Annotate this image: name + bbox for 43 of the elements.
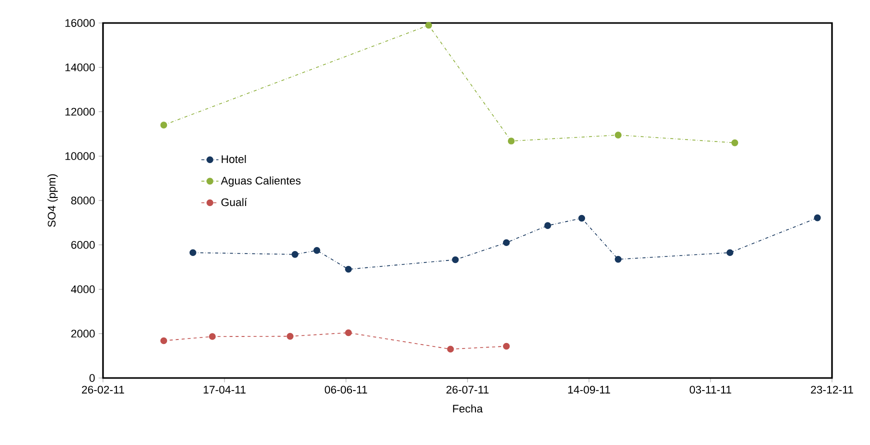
point bbox=[544, 222, 552, 229]
legend-label: Gualí bbox=[221, 198, 248, 206]
x-axis-title: Fecha bbox=[453, 404, 483, 413]
point bbox=[502, 239, 510, 246]
legend-label: Hotel bbox=[222, 155, 246, 164]
point bbox=[313, 247, 320, 254]
x-tick-label: 14-09-11 bbox=[568, 386, 610, 394]
point bbox=[726, 249, 734, 256]
y-tick-label: 8000 bbox=[71, 196, 95, 204]
x-tick-label: 03-11-11 bbox=[690, 386, 732, 394]
x-tick-label: 26-07-11 bbox=[446, 386, 489, 394]
y-tick-label: 0 bbox=[90, 374, 95, 382]
point bbox=[345, 329, 352, 336]
y-tick-label: 16000 bbox=[65, 19, 95, 27]
point bbox=[614, 132, 622, 138]
y-tick-label: 4000 bbox=[70, 285, 95, 294]
x-tick-label: 06-06-11 bbox=[324, 386, 368, 394]
point bbox=[286, 332, 294, 340]
point bbox=[578, 214, 586, 222]
y-tick-label: 10000 bbox=[65, 152, 95, 160]
point bbox=[160, 122, 168, 128]
point bbox=[345, 266, 352, 273]
point bbox=[447, 346, 454, 353]
legend-label: Aguas Calientes bbox=[220, 176, 301, 187]
point bbox=[452, 256, 459, 264]
x-tick-label: 17-04-11 bbox=[204, 386, 246, 394]
x-tick-label: 23-12-11 bbox=[810, 386, 854, 394]
point bbox=[190, 249, 196, 256]
y-tick-label: 2000 bbox=[71, 330, 95, 338]
point bbox=[425, 22, 432, 29]
point bbox=[292, 251, 298, 258]
point bbox=[508, 138, 515, 144]
point bbox=[814, 214, 821, 222]
y-axis-title: SO4 (ppm) bbox=[47, 174, 58, 227]
x-tick-label: 26-02-11 bbox=[82, 386, 124, 394]
point bbox=[614, 256, 622, 263]
point bbox=[502, 342, 510, 350]
point bbox=[160, 337, 168, 344]
y-tick-label: 6000 bbox=[71, 240, 95, 249]
point bbox=[208, 333, 216, 340]
y-tick-label: 14000 bbox=[65, 63, 95, 72]
y-tick-label: 12000 bbox=[65, 108, 95, 116]
point bbox=[731, 139, 738, 146]
